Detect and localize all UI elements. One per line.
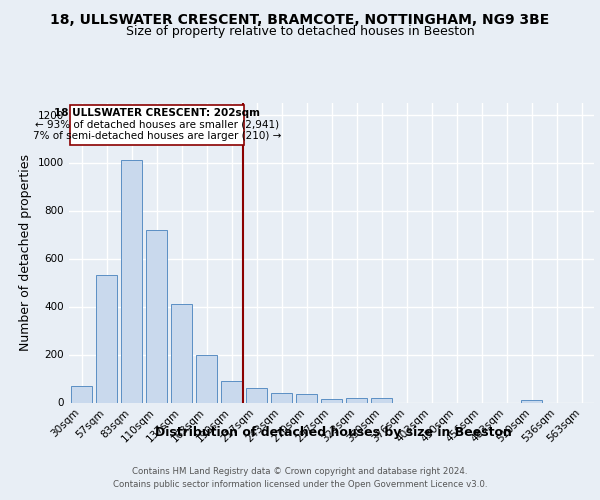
- Bar: [71, 386, 92, 402]
- Bar: [321, 399, 342, 402]
- Bar: [521, 400, 542, 402]
- Text: 7% of semi-detached houses are larger (210) →: 7% of semi-detached houses are larger (2…: [33, 131, 281, 141]
- Bar: [146, 230, 167, 402]
- Text: Size of property relative to detached houses in Beeston: Size of property relative to detached ho…: [125, 25, 475, 38]
- Y-axis label: Number of detached properties: Number of detached properties: [19, 154, 32, 351]
- Text: ← 93% of detached houses are smaller (2,941): ← 93% of detached houses are smaller (2,…: [35, 120, 279, 130]
- Bar: [246, 388, 267, 402]
- Bar: [221, 381, 242, 402]
- Text: Contains HM Land Registry data © Crown copyright and database right 2024.: Contains HM Land Registry data © Crown c…: [132, 468, 468, 476]
- Bar: [96, 276, 117, 402]
- Text: 18, ULLSWATER CRESCENT, BRAMCOTE, NOTTINGHAM, NG9 3BE: 18, ULLSWATER CRESCENT, BRAMCOTE, NOTTIN…: [50, 12, 550, 26]
- Bar: [196, 354, 217, 403]
- Bar: [271, 393, 292, 402]
- FancyBboxPatch shape: [70, 105, 244, 144]
- Bar: [371, 398, 392, 402]
- Text: Contains public sector information licensed under the Open Government Licence v3: Contains public sector information licen…: [113, 480, 487, 489]
- Bar: [171, 304, 192, 402]
- Bar: [346, 398, 367, 402]
- Text: Distribution of detached houses by size in Beeston: Distribution of detached houses by size …: [155, 426, 511, 439]
- Bar: [296, 394, 317, 402]
- Text: 18 ULLSWATER CRESCENT: 202sqm: 18 ULLSWATER CRESCENT: 202sqm: [54, 108, 260, 118]
- Bar: [121, 160, 142, 402]
